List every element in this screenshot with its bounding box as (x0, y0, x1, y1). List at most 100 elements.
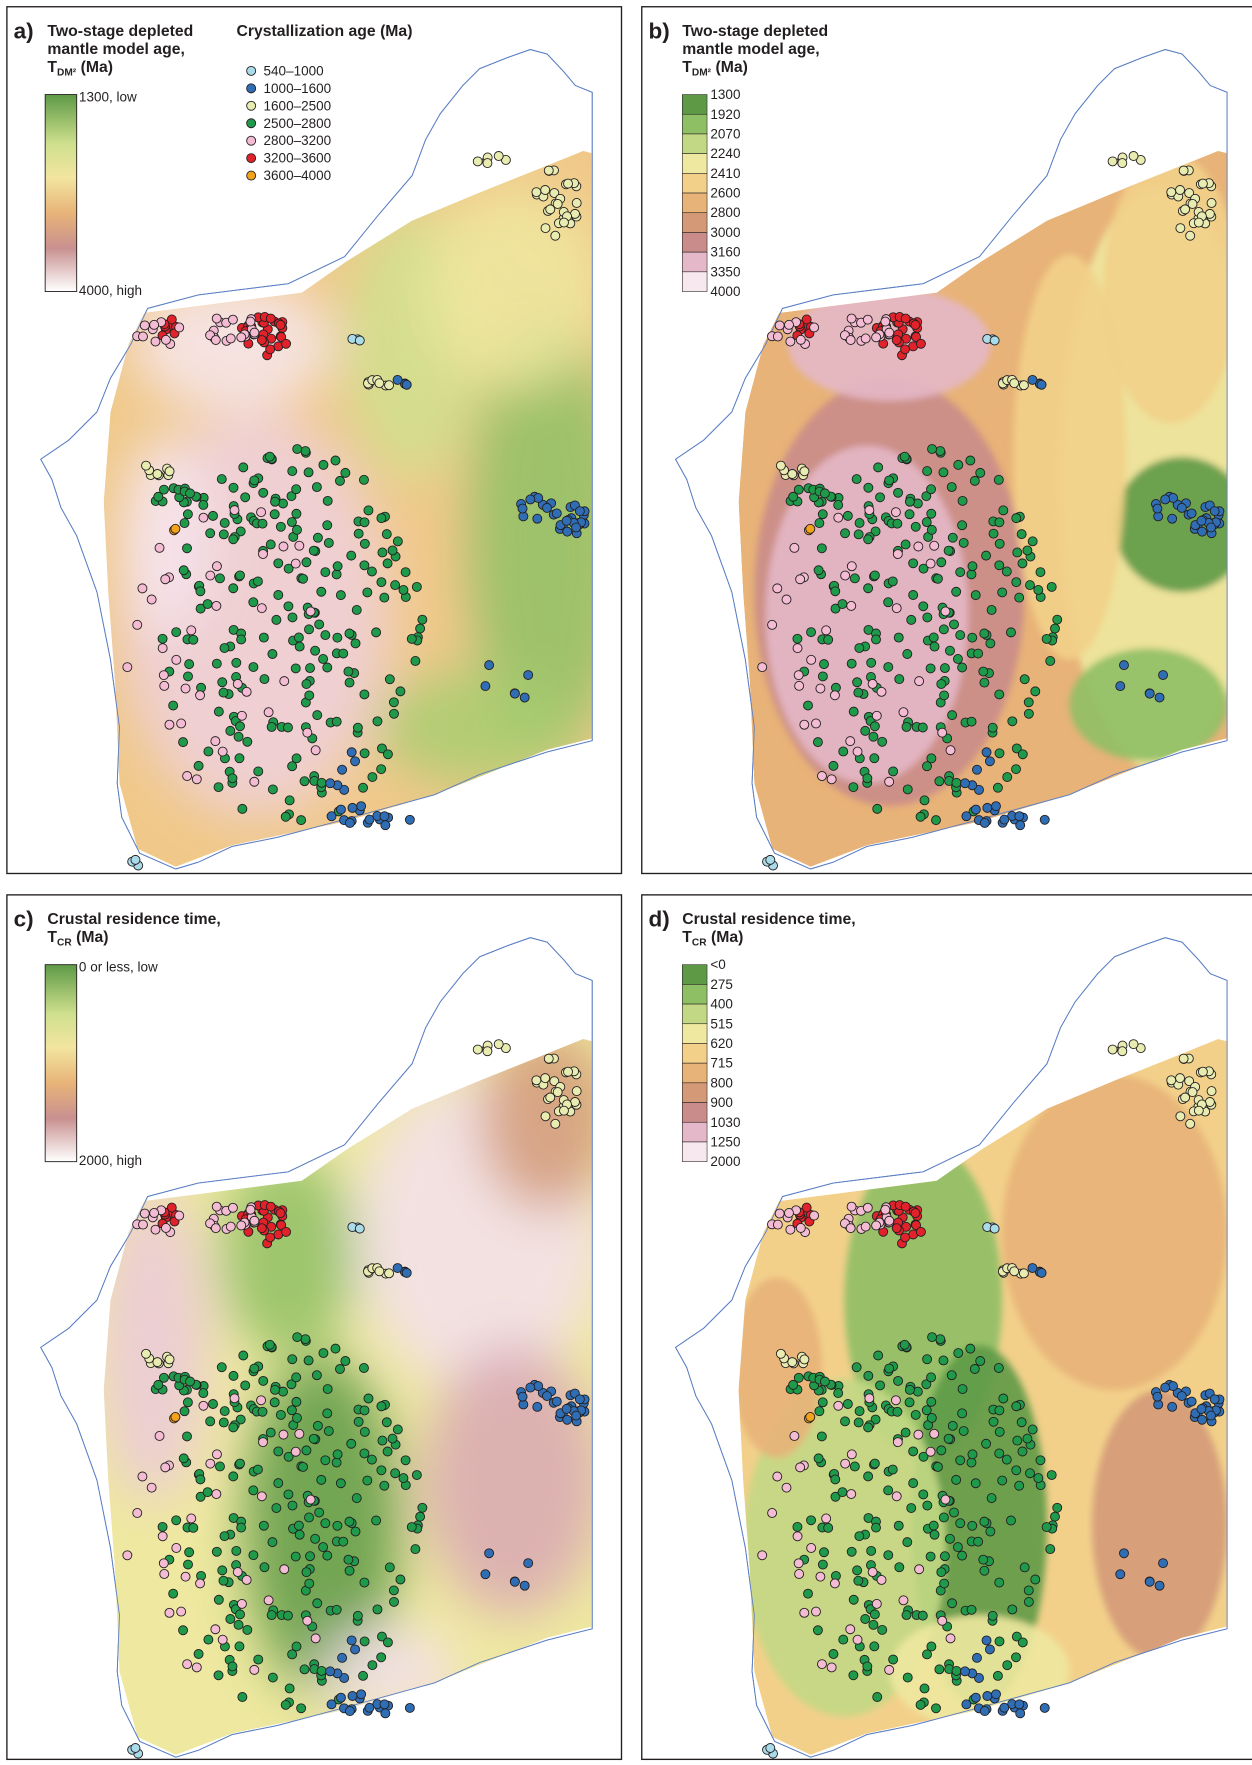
sample-point (853, 687, 864, 698)
sample-point (793, 1372, 804, 1383)
sample-point (411, 581, 422, 592)
sample-point (926, 1641, 937, 1652)
sample-point (350, 638, 361, 649)
sample-point (955, 1455, 966, 1466)
sample-point (198, 512, 209, 523)
points-legend-label: 3200–3600 (264, 151, 332, 166)
sample-point (1016, 1417, 1027, 1428)
sample-point (984, 756, 995, 767)
sample-point (918, 1451, 929, 1462)
sample-point (236, 634, 247, 645)
sample-point (1012, 547, 1023, 558)
sample-point (904, 496, 915, 507)
sample-point (1206, 1410, 1216, 1421)
sample-point (812, 737, 823, 748)
sample-point (273, 1478, 284, 1489)
sample-point (1193, 217, 1204, 228)
sample-point (932, 1461, 943, 1472)
sample-point (273, 558, 284, 569)
sample-point (910, 320, 921, 330)
sample-point (877, 1624, 888, 1635)
sample-point (287, 1649, 298, 1660)
sample-point (258, 549, 268, 559)
symbol: T (47, 59, 57, 76)
sample-point (300, 446, 311, 456)
sample-point (279, 1564, 290, 1575)
sample-point (231, 1545, 242, 1556)
sample-point (392, 1263, 403, 1273)
sample-point (921, 1379, 932, 1390)
sample-point (561, 1404, 572, 1414)
sample-point (330, 1343, 341, 1354)
sample-point (1052, 614, 1063, 625)
sample-point (830, 586, 841, 597)
sample-point (278, 1429, 289, 1440)
sample-point (311, 1370, 322, 1381)
sample-point (993, 1363, 1004, 1373)
sample-point (1022, 545, 1033, 556)
sample-point (210, 1223, 221, 1234)
sample-point (188, 634, 199, 645)
legend-class-label: 900 (710, 1095, 733, 1110)
sample-point (864, 1393, 875, 1404)
sample-point (362, 587, 373, 598)
sample-point (926, 484, 937, 495)
sample-point (781, 1482, 792, 1493)
sample-point (817, 1659, 827, 1670)
sample-point (160, 334, 171, 345)
sample-point (364, 1702, 375, 1713)
sample-point (1002, 772, 1013, 782)
sample-point (893, 632, 904, 643)
sample-point (852, 677, 863, 688)
sample-point (208, 1399, 218, 1409)
sample-point (867, 1567, 878, 1578)
sample-point (381, 529, 392, 540)
sample-point (922, 612, 933, 623)
sample-point (813, 565, 824, 576)
sample-point (1052, 1502, 1063, 1513)
sample-point (937, 727, 948, 738)
sample-point (372, 1604, 383, 1615)
sample-point (925, 558, 936, 569)
sample-point (258, 487, 269, 498)
sample-point (339, 784, 350, 795)
sample-point (957, 1408, 968, 1419)
sample-point (291, 484, 302, 495)
sample-point (188, 1522, 199, 1533)
sample-point (264, 1339, 275, 1350)
legend-class (682, 192, 708, 214)
sample-point (353, 1416, 364, 1427)
sample-point (269, 1397, 280, 1408)
sample-point (1022, 1433, 1033, 1444)
sample-point (787, 469, 798, 479)
sample-point (846, 1449, 857, 1460)
sample-point (330, 455, 341, 466)
sample-point (356, 1689, 367, 1700)
legend-class-label: 2070 (710, 126, 740, 141)
sample-point (241, 686, 252, 697)
sample-point (892, 1437, 903, 1448)
sample-point (887, 576, 898, 587)
sample-point (249, 1363, 260, 1374)
sample-point (961, 811, 972, 822)
sample-point (183, 1559, 193, 1570)
sample-point (793, 1558, 804, 1569)
sample-point (846, 1489, 857, 1500)
sample-point (336, 804, 346, 815)
sample-point (891, 1491, 902, 1502)
sample-point (310, 1533, 321, 1544)
panel-title: mantle model age, (682, 41, 819, 58)
sample-point (854, 1531, 865, 1542)
sample-point (974, 1673, 984, 1683)
sample-point (904, 1384, 915, 1395)
sample-point (1002, 1660, 1013, 1671)
sample-point (817, 1397, 828, 1408)
sample-point (371, 1515, 382, 1526)
sample-point (308, 545, 319, 556)
sample-point (880, 1204, 891, 1215)
map (40, 49, 593, 871)
sample-point (335, 475, 345, 486)
sample-point (833, 512, 844, 523)
sample-point (219, 1531, 230, 1542)
